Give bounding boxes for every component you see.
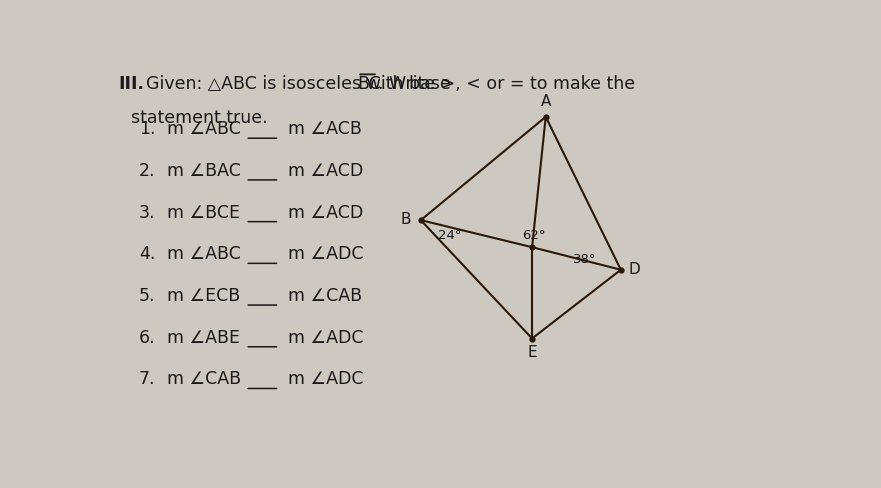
- Text: m ∠ADC: m ∠ADC: [287, 329, 363, 347]
- Text: m ∠ACD: m ∠ACD: [287, 162, 363, 180]
- Text: Given: △ABC is isosceles with base: Given: △ABC is isosceles with base: [145, 76, 450, 94]
- Text: 1.: 1.: [139, 120, 155, 138]
- Text: A: A: [541, 94, 551, 108]
- Text: B: B: [401, 211, 411, 226]
- Text: 6.: 6.: [139, 329, 155, 347]
- Text: m ∠ADC: m ∠ADC: [287, 370, 363, 388]
- Text: m ∠ECB: m ∠ECB: [167, 287, 240, 305]
- Text: m ∠ADC: m ∠ADC: [287, 245, 363, 264]
- Text: 2.: 2.: [139, 162, 155, 180]
- Text: m ∠ABC: m ∠ABC: [167, 120, 241, 138]
- Text: m ∠ACD: m ∠ACD: [287, 203, 363, 222]
- Text: 3.: 3.: [139, 203, 155, 222]
- Text: m ∠CAB: m ∠CAB: [167, 370, 241, 388]
- Text: statement true.: statement true.: [130, 108, 267, 126]
- Text: m ∠ACB: m ∠ACB: [287, 120, 361, 138]
- Text: m ∠ABC: m ∠ABC: [167, 245, 241, 264]
- Text: m ∠ABE: m ∠ABE: [167, 329, 240, 347]
- Text: 24°: 24°: [439, 229, 462, 242]
- Text: 7.: 7.: [139, 370, 155, 388]
- Text: 4.: 4.: [139, 245, 155, 264]
- Text: m ∠BCE: m ∠BCE: [167, 203, 240, 222]
- Text: BC: BC: [358, 76, 381, 94]
- Text: . Write >, < or = to make the: . Write >, < or = to make the: [379, 76, 635, 94]
- Text: E: E: [527, 346, 537, 360]
- Text: 5.: 5.: [139, 287, 155, 305]
- Text: D: D: [629, 262, 640, 277]
- Text: m ∠CAB: m ∠CAB: [287, 287, 362, 305]
- Text: 62°: 62°: [522, 229, 545, 243]
- Text: m ∠BAC: m ∠BAC: [167, 162, 241, 180]
- Text: 38°: 38°: [573, 253, 596, 266]
- Text: III.: III.: [118, 76, 144, 94]
